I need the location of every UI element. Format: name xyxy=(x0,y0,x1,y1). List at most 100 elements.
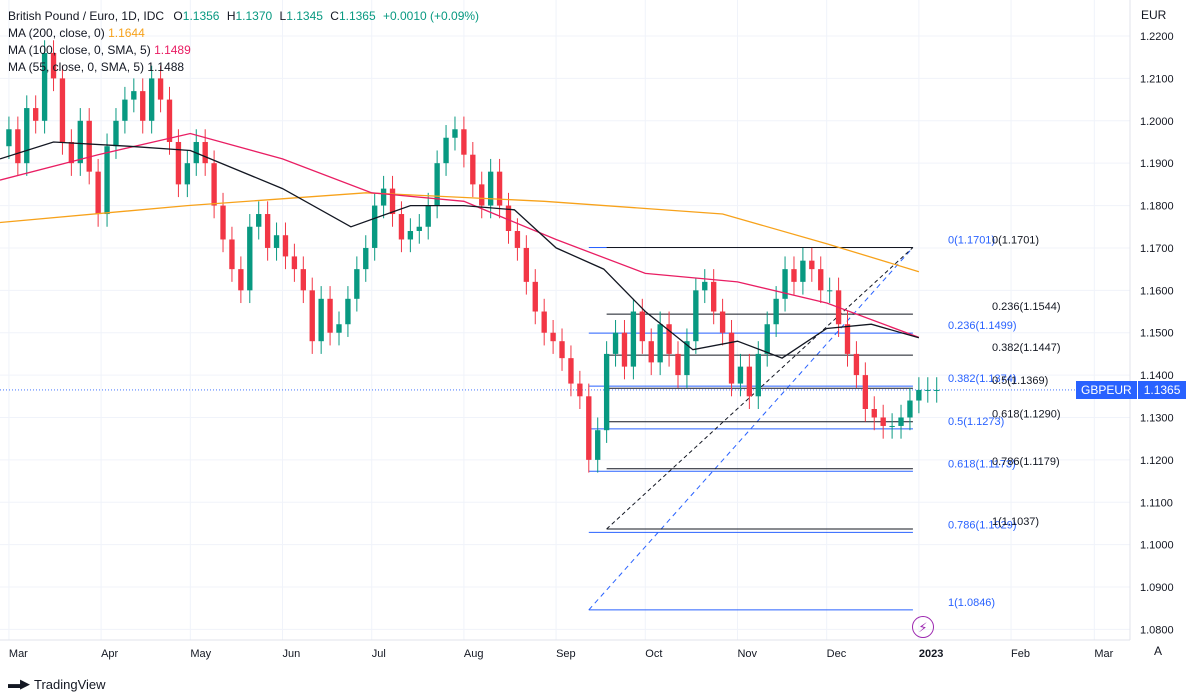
high-value: 1.1370 xyxy=(235,9,273,23)
candle xyxy=(6,116,12,159)
time-tick-label: Mar xyxy=(9,648,28,660)
candle-body xyxy=(86,120,92,172)
fib-level-label: 0.618(1.1173) xyxy=(948,458,1016,470)
candle xyxy=(586,383,592,473)
candle-body xyxy=(363,247,369,270)
candle xyxy=(59,65,66,155)
candle-body xyxy=(256,214,262,227)
candle-body xyxy=(479,184,485,206)
price-tick-label: 1.1700 xyxy=(1140,243,1174,255)
candle xyxy=(157,65,164,113)
candle xyxy=(541,298,547,346)
candle xyxy=(380,175,387,219)
fib-level-label: 0.236(1.1544) xyxy=(992,301,1061,313)
flash-icon[interactable]: ⚡ xyxy=(912,616,934,638)
candle xyxy=(389,175,396,227)
candle-body xyxy=(541,311,547,333)
candle-body xyxy=(755,353,761,397)
candle xyxy=(577,370,583,410)
brand-name: TradingView xyxy=(34,676,106,692)
candle xyxy=(148,65,155,134)
candle-body xyxy=(880,417,886,426)
ma100-value: 1.1489 xyxy=(154,43,191,57)
candle-body xyxy=(657,324,663,363)
legend-ma200[interactable]: MA (200, close, 0) 1.1644 xyxy=(8,25,479,42)
candle xyxy=(844,311,851,367)
candle xyxy=(470,141,476,198)
candle-body xyxy=(443,137,449,164)
time-axis[interactable]: Mar Apr May Jun Jul Aug Sep Oct Nov Dec 2023 Feb Mar xyxy=(0,639,1130,660)
candle xyxy=(256,201,262,240)
candle xyxy=(211,150,217,219)
candle-body xyxy=(238,269,244,291)
candle-body xyxy=(719,311,726,333)
price-tick-label: 1.2000 xyxy=(1140,116,1174,128)
candle-body xyxy=(291,256,298,270)
moving-average-lines xyxy=(0,132,920,359)
candle-body xyxy=(148,78,155,121)
ma100-label: MA (100, close, 0, SMA, 5) xyxy=(8,43,151,57)
candle xyxy=(68,129,75,176)
candle xyxy=(898,404,904,439)
candle-body xyxy=(59,78,66,142)
candle-body xyxy=(559,341,565,359)
candle-body xyxy=(140,91,146,121)
candle-body xyxy=(354,269,360,299)
close-label: C xyxy=(330,9,339,23)
fib-retracement-black: 0(1.1701) 0.236(1.1544) 0.382(1.1447) 0.5(1… xyxy=(606,235,1061,530)
auto-scale-button[interactable]: A xyxy=(1153,644,1162,658)
candle-body xyxy=(24,108,30,164)
time-tick-label: Jun xyxy=(283,648,301,660)
fib-level-label: 0.786(1.1179) xyxy=(992,456,1060,468)
time-tick-label: Mar xyxy=(1094,648,1113,660)
candle xyxy=(719,298,726,346)
fib-level-label: 0.618(1.1290) xyxy=(992,409,1061,421)
legend-ma55[interactable]: MA (55, close, 0, SMA, 5) 1.1488 xyxy=(8,59,479,76)
tradingview-brand[interactable]: ▬▶ TradingView xyxy=(8,676,106,692)
candle xyxy=(514,218,521,261)
candle xyxy=(826,277,833,304)
price-axis[interactable]: 1.0800 1.0900 1.1000 1.1100 1.1200 1.1300 1.14… xyxy=(1129,0,1174,640)
candle-body xyxy=(675,353,681,376)
candle xyxy=(479,171,485,219)
candle-body xyxy=(532,281,538,312)
candle-body xyxy=(728,332,735,384)
candle xyxy=(50,40,57,92)
legend-ma100[interactable]: MA (100, close, 0, SMA, 5) 1.1489 xyxy=(8,42,479,59)
candle xyxy=(693,277,699,354)
candle xyxy=(122,86,128,134)
price-tick-label: 1.0900 xyxy=(1140,582,1174,594)
candle xyxy=(15,116,21,176)
candle-body xyxy=(157,78,164,100)
fib-level-label: 0.5(1.1369) xyxy=(992,375,1048,387)
candle xyxy=(764,311,770,367)
candle-body xyxy=(487,171,494,206)
candle xyxy=(773,286,779,337)
time-tick-label: Aug xyxy=(464,648,484,660)
open-label: O xyxy=(173,9,183,23)
candle xyxy=(407,218,414,253)
price-tick-label: 1.0800 xyxy=(1140,624,1174,636)
candle xyxy=(595,417,601,473)
candle xyxy=(363,235,369,282)
candle-body xyxy=(603,353,610,431)
candle xyxy=(934,377,940,403)
time-tick-label: Jul xyxy=(372,648,386,660)
candle xyxy=(166,86,173,155)
candle xyxy=(425,192,431,240)
ma200-value: 1.1644 xyxy=(108,26,145,40)
open-value: 1.1356 xyxy=(182,9,220,23)
candle-body xyxy=(746,366,753,397)
candle-body xyxy=(434,163,440,206)
candle xyxy=(104,133,110,227)
candle xyxy=(33,95,39,134)
candle xyxy=(916,377,922,414)
candle xyxy=(354,256,360,312)
candle-body xyxy=(33,108,39,121)
ma-line-1 xyxy=(0,132,920,339)
low-label: L xyxy=(279,9,287,23)
candle xyxy=(853,341,860,388)
candle xyxy=(184,150,191,198)
candle-body xyxy=(782,269,788,299)
